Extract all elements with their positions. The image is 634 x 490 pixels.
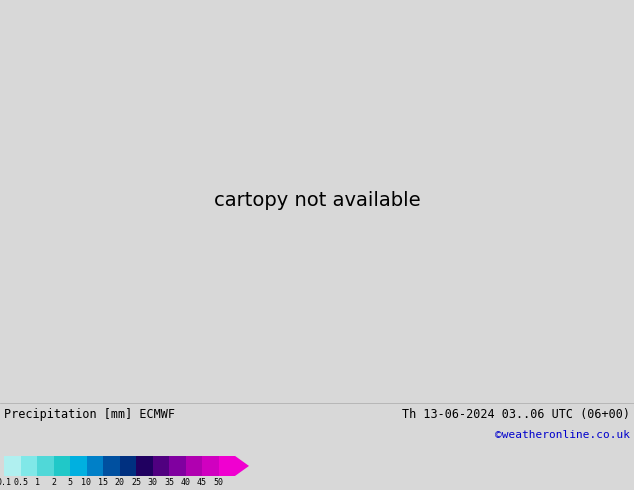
Bar xyxy=(4,456,20,476)
Bar xyxy=(169,456,186,476)
Bar xyxy=(86,456,103,476)
Bar xyxy=(53,456,70,476)
Text: Th 13-06-2024 03..06 UTC (06+00): Th 13-06-2024 03..06 UTC (06+00) xyxy=(402,408,630,421)
Text: cartopy not available: cartopy not available xyxy=(214,192,420,210)
Text: 5: 5 xyxy=(67,478,72,487)
Bar xyxy=(119,456,136,476)
Bar xyxy=(153,456,169,476)
Bar xyxy=(219,456,235,476)
Text: 25: 25 xyxy=(131,478,141,487)
Text: 40: 40 xyxy=(181,478,190,487)
Polygon shape xyxy=(235,456,249,476)
Text: 20: 20 xyxy=(115,478,124,487)
Text: 50: 50 xyxy=(214,478,224,487)
Text: 10: 10 xyxy=(82,478,91,487)
Text: Precipitation [mm] ECMWF: Precipitation [mm] ECMWF xyxy=(4,408,175,421)
Bar xyxy=(202,456,219,476)
Text: 0.1: 0.1 xyxy=(0,478,11,487)
Text: 30: 30 xyxy=(148,478,157,487)
Text: 2: 2 xyxy=(51,478,56,487)
Text: 45: 45 xyxy=(197,478,207,487)
Bar xyxy=(37,456,53,476)
Bar xyxy=(20,456,37,476)
Bar xyxy=(70,456,86,476)
Text: 35: 35 xyxy=(164,478,174,487)
Bar xyxy=(136,456,153,476)
Text: ©weatheronline.co.uk: ©weatheronline.co.uk xyxy=(495,430,630,440)
Text: 0.5: 0.5 xyxy=(13,478,28,487)
Text: 1: 1 xyxy=(34,478,39,487)
Text: 15: 15 xyxy=(98,478,108,487)
Bar xyxy=(103,456,119,476)
Bar xyxy=(186,456,202,476)
